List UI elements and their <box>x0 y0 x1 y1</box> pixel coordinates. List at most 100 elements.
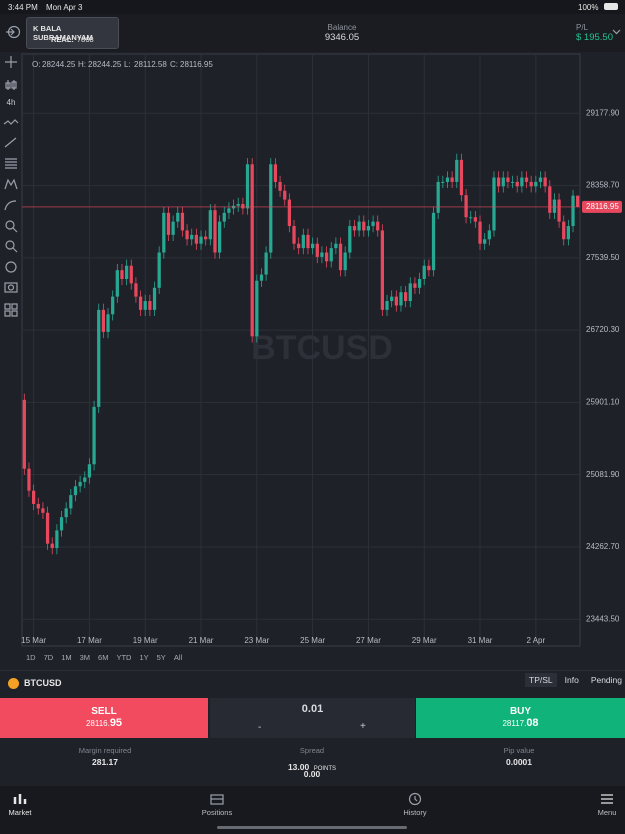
timeframe[interactable]: 6M <box>98 653 109 662</box>
timeframe[interactable]: 1M <box>61 653 72 662</box>
ohlc-label: H: <box>78 60 86 69</box>
timeframe[interactable]: 1Y <box>139 653 149 662</box>
candle-body <box>250 164 254 337</box>
tab[interactable]: Info <box>564 675 579 685</box>
fib-icon[interactable] <box>5 158 17 169</box>
candle-body <box>101 309 106 332</box>
tab[interactable]: Pending <box>590 675 623 685</box>
logout-icon[interactable] <box>5 24 21 40</box>
timeframe[interactable]: 5Y <box>156 653 166 662</box>
account-box[interactable]: K BALA SUBRAMANYAM REAL: 7868 <box>26 17 119 49</box>
candle-body <box>562 221 566 240</box>
history-icon <box>408 792 422 806</box>
candle-body <box>204 236 208 240</box>
candle-icon[interactable] <box>5 80 17 90</box>
curve-icon[interactable] <box>4 200 17 211</box>
interval[interactable]: 4h <box>6 98 16 107</box>
buy-button[interactable]: BUY 28117.08 <box>416 698 625 738</box>
candle-body <box>352 226 357 231</box>
candle-body <box>36 503 40 509</box>
candle-body <box>408 283 412 302</box>
status-bar: 3:44 PM Mon Apr 3 100% <box>0 0 625 14</box>
y-tick-label: 24262.70 <box>586 542 620 551</box>
magnet-icon[interactable] <box>5 261 17 273</box>
candle-body <box>301 234 305 249</box>
quantity[interactable]: 0.01 <box>301 703 324 715</box>
sell-button[interactable]: SELL 28116.95 <box>0 698 208 738</box>
line-icon[interactable] <box>3 119 19 125</box>
sell-price: 28116. <box>85 719 110 728</box>
timeframe[interactable]: 7D <box>43 653 54 662</box>
candle-body <box>87 464 92 478</box>
candle-body <box>371 221 375 227</box>
last-price-label: 28116.95 <box>586 202 619 211</box>
header: K BALA SUBRAMANYAM REAL: 7868 Balance 93… <box>0 14 625 52</box>
candle-body <box>64 508 68 518</box>
crosshair-icon[interactable] <box>5 56 17 68</box>
timeframe[interactable]: 1D <box>26 653 36 662</box>
nav-item[interactable]: Menu <box>597 808 617 817</box>
candle-body <box>548 186 552 213</box>
nav-item[interactable]: Positions <box>201 808 233 817</box>
candle-body <box>483 239 487 244</box>
candle-body <box>492 177 496 231</box>
candle-body <box>348 226 352 253</box>
battery: 100% <box>578 3 599 12</box>
nav-bar: Market Positions History Menu <box>0 786 625 822</box>
pattern-icon[interactable] <box>4 178 18 190</box>
plus[interactable]: + <box>360 721 366 732</box>
chevron[interactable] <box>612 29 621 35</box>
minus[interactable]: - <box>258 722 262 733</box>
candle-body <box>441 181 445 183</box>
candle-body <box>422 265 426 279</box>
market-icon <box>13 794 27 804</box>
candle-body <box>217 221 222 253</box>
candle-body <box>162 212 166 253</box>
balance: 9346.05 <box>324 32 360 43</box>
zoom-in-icon[interactable] <box>5 220 15 230</box>
timeframe[interactable]: YTD <box>116 653 132 662</box>
ohlc-value: 28116.95 <box>180 60 213 69</box>
ohlc-label: L: <box>124 60 131 69</box>
candle-body <box>111 296 115 315</box>
candle-body <box>222 212 226 222</box>
candle-body <box>380 230 385 310</box>
candle-body <box>78 481 82 487</box>
candle-body <box>241 203 245 209</box>
timeframe[interactable]: 3M <box>79 653 91 662</box>
candle-body <box>22 399 26 469</box>
candle-body <box>469 217 473 219</box>
ohlc-label: C: <box>170 60 178 69</box>
candle-body <box>213 210 217 253</box>
candle-body <box>310 243 315 249</box>
candle-body <box>320 252 324 257</box>
candle-body <box>450 177 454 182</box>
candle-body <box>287 199 292 227</box>
spread: 13.00 <box>287 762 310 772</box>
pip: 0.0001 <box>506 757 532 767</box>
nav-item[interactable]: Market <box>8 808 32 817</box>
candle-body <box>431 212 436 271</box>
x-tick-label: 21 Mar <box>189 636 214 645</box>
trend-icon[interactable] <box>4 137 17 148</box>
buy-pips: 08 <box>526 717 539 729</box>
timeframe[interactable]: All <box>173 653 183 662</box>
nav-item[interactable]: History <box>403 808 427 817</box>
balance-label: Balance <box>327 23 357 32</box>
layout-icon[interactable] <box>4 303 18 317</box>
camera-icon[interactable] <box>4 282 18 293</box>
candle-body <box>297 243 301 249</box>
candle-body <box>487 230 491 240</box>
candle-body <box>501 177 505 187</box>
candle-body <box>496 177 501 187</box>
candle-body <box>334 243 338 249</box>
tab[interactable]: TP/SL <box>525 673 557 687</box>
candle-body <box>194 234 199 244</box>
ohlc-value: 28112.58 <box>134 60 167 69</box>
candle-body <box>55 530 59 549</box>
candle-body <box>343 252 347 271</box>
symbol: BTCUSD <box>24 678 62 688</box>
candle-body <box>394 296 398 306</box>
zoom-out-icon[interactable] <box>5 240 15 250</box>
